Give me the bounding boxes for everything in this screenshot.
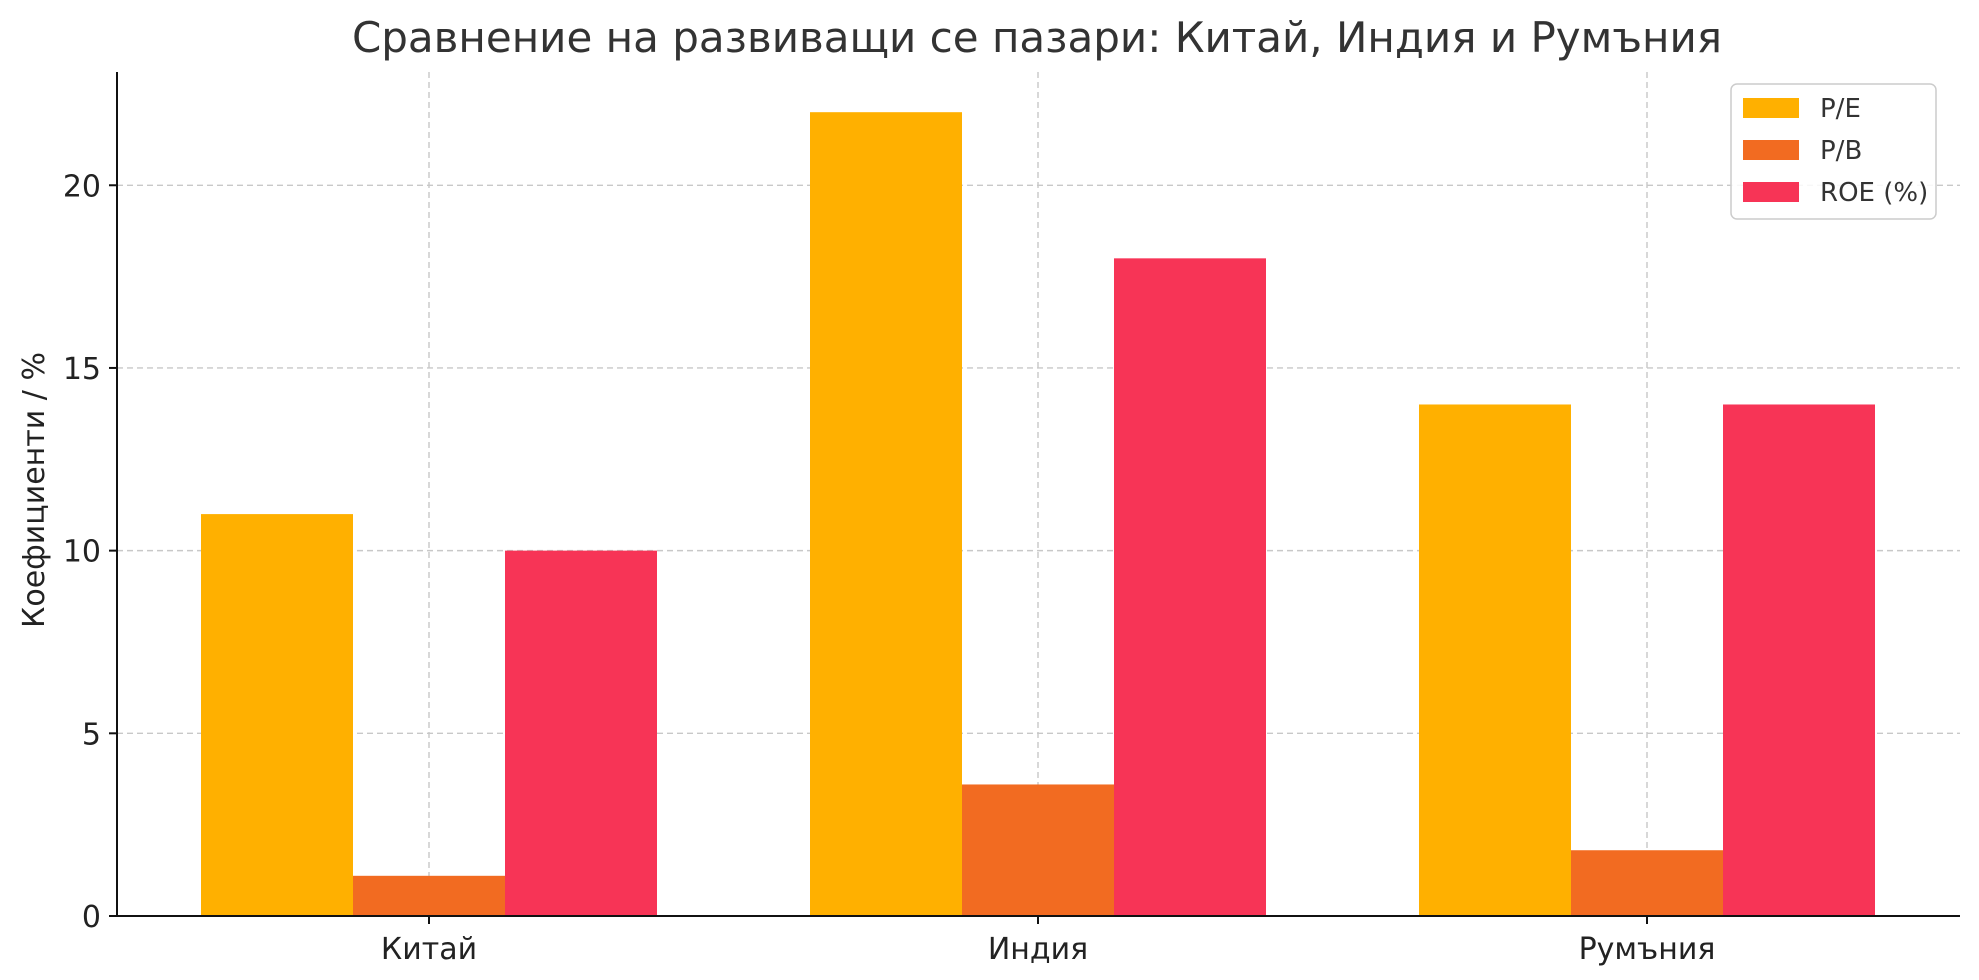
bar-p-e-1 [810, 112, 962, 916]
x-tick-label: Китай [381, 932, 477, 967]
bar-p-b-2 [1571, 850, 1723, 916]
axes: 0 5 10 15 20 Китай Индия Румъния [63, 72, 1960, 967]
bar-p-e-2 [1419, 404, 1571, 916]
y-axis-label: Коефициенти / % [17, 352, 52, 628]
chart-title: Сравнение на развиващи се пазари: Китай,… [352, 13, 1722, 62]
grid [117, 72, 1960, 916]
y-tick-label: 20 [63, 169, 101, 204]
legend-swatch [1743, 182, 1799, 202]
bar-p-b-1 [962, 784, 1114, 916]
y-tick-label: 10 [63, 535, 101, 570]
legend-label: ROE (%) [1820, 178, 1928, 208]
legend-swatch [1743, 98, 1799, 118]
legend-swatch [1743, 140, 1799, 160]
x-tick-label: Румъния [1579, 932, 1716, 967]
y-tick-label: 5 [82, 717, 101, 752]
bar-roe-0 [505, 550, 657, 916]
legend-label: P/B [1820, 136, 1862, 166]
y-tick-label: 0 [82, 900, 101, 935]
y-tick-label: 15 [63, 352, 101, 387]
x-tick-label: Индия [988, 932, 1088, 967]
legend-label: P/E [1820, 94, 1861, 124]
bar-roe-1 [1114, 258, 1266, 917]
legend[interactable]: P/E P/B ROE (%) [1730, 83, 1937, 220]
bar-roe-2 [1723, 404, 1875, 916]
bars [201, 112, 1875, 917]
bar-p-e-0 [201, 514, 353, 916]
bar-p-b-0 [353, 875, 505, 916]
